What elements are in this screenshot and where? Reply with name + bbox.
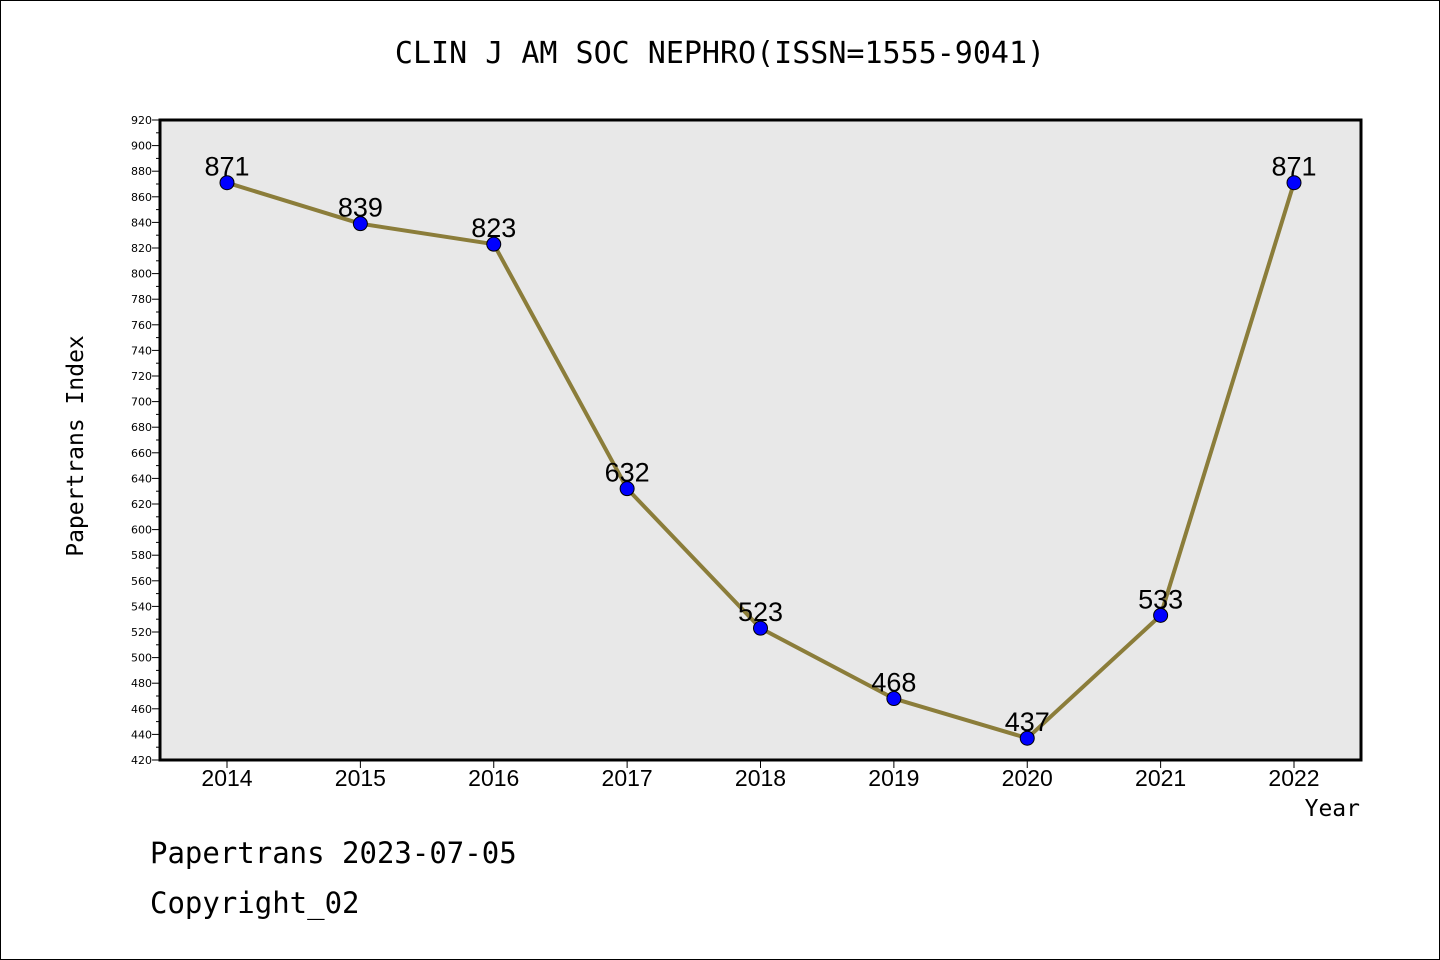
x-axis: 2014 2015 2016 2017 2018 2019 2020 2021 2022 <box>201 760 1320 791</box>
y-tick-label: 560 <box>131 575 152 588</box>
y-tick-label: 420 <box>131 754 152 767</box>
data-point <box>753 620 768 636</box>
y-tick-label: 580 <box>131 549 152 562</box>
x-tick-label: 2019 <box>868 765 919 791</box>
data-label: 871 <box>204 152 249 182</box>
y-tick-label: 760 <box>131 319 152 332</box>
data-label: 632 <box>605 458 650 488</box>
series-layer: 871 839 823 632 523 468 437 533 871 <box>204 152 1317 746</box>
x-tick-label: 2017 <box>602 765 653 791</box>
y-tick-label: 600 <box>131 524 152 537</box>
x-axis-label: Year <box>1304 796 1360 822</box>
data-point <box>486 236 502 252</box>
data-point <box>619 481 635 497</box>
data-point <box>886 691 902 707</box>
y-tick-label: 700 <box>131 396 152 409</box>
y-tick-label: 520 <box>131 626 152 639</box>
x-tick-label: 2016 <box>468 765 519 791</box>
y-tick-label: 900 <box>131 140 152 153</box>
y-tick-label: 740 <box>131 344 152 357</box>
x-tick-label: 2015 <box>335 765 386 791</box>
y-tick-label: 720 <box>131 370 152 383</box>
data-label: 468 <box>871 668 916 698</box>
y-tick-label: 540 <box>131 600 152 613</box>
y-axis: 420 440 460 480 500 520 540 560 580 600 620 640 660 6… <box>131 114 160 767</box>
y-tick-label: 440 <box>131 728 152 741</box>
chart-title: CLIN J AM SOC NEPHRO(ISSN=1555-9041) <box>394 36 1046 71</box>
plot-area <box>158 118 1363 762</box>
y-tick-label: 640 <box>131 472 152 485</box>
footer-source: Papertrans 2023-07-05 <box>150 836 517 870</box>
y-tick-label: 860 <box>131 191 152 204</box>
data-point <box>1019 730 1035 746</box>
x-tick-label: 2021 <box>1135 765 1186 791</box>
data-point <box>352 216 368 232</box>
data-label: 839 <box>338 193 383 223</box>
y-tick-label: 920 <box>131 114 152 127</box>
data-label: 823 <box>471 213 516 243</box>
y-tick-label: 680 <box>131 421 152 434</box>
y-tick-label: 880 <box>131 165 152 178</box>
data-label: 437 <box>1005 707 1050 737</box>
y-tick-label: 800 <box>131 268 152 281</box>
data-point <box>1153 607 1169 623</box>
y-tick-label: 820 <box>131 242 152 255</box>
footer-copyright: Copyright_02 <box>150 886 360 920</box>
data-label: 523 <box>738 597 783 627</box>
y-tick-label: 660 <box>131 447 152 460</box>
y-tick-label: 500 <box>131 652 152 665</box>
y-tick-label: 460 <box>131 703 152 716</box>
data-label: 871 <box>1271 152 1316 182</box>
y-tick-label: 480 <box>131 677 152 690</box>
y-tick-label: 840 <box>131 216 152 229</box>
data-point <box>219 175 235 191</box>
x-tick-label: 2020 <box>1002 765 1053 791</box>
x-tick-label: 2018 <box>735 765 786 791</box>
x-tick-label: 2014 <box>201 765 252 791</box>
data-point <box>1286 175 1302 191</box>
data-label: 533 <box>1138 584 1183 614</box>
y-tick-label: 780 <box>131 293 152 306</box>
x-tick-label: 2022 <box>1268 765 1319 791</box>
y-tick-label: 620 <box>131 498 152 511</box>
